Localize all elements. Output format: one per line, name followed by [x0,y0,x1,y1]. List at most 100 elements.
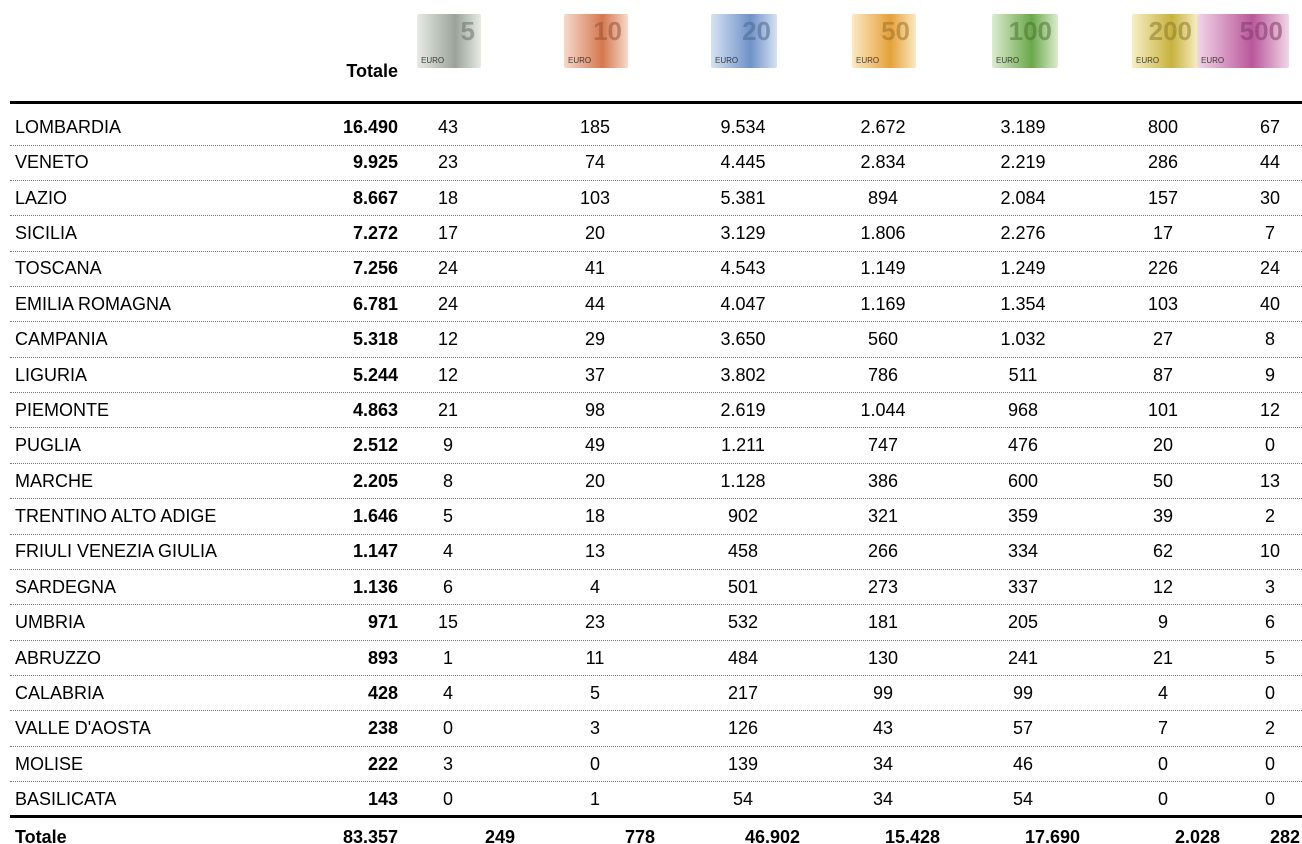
count: 9 [1157,612,1168,633]
count: 747 [867,435,899,456]
count: 157 [1147,187,1179,208]
region: EMILIA ROMAGNA [15,293,172,314]
region: TOSCANA [15,258,102,279]
row-separator [10,498,1302,500]
count: 5 [589,682,600,703]
row-total: 143 [367,789,398,810]
count: 2.672 [860,117,906,137]
count: 99 [1012,682,1034,703]
count: 8 [1264,329,1275,350]
row-separator [10,215,1302,217]
count: 34 [872,753,894,774]
count: 15 [437,612,459,633]
count: 902 [727,506,759,527]
row-total: 5.244 [352,364,398,385]
count: 2.619 [720,399,766,420]
count: 74 [584,152,606,173]
banknote-currency: EURO [1201,56,1225,65]
count: 321 [867,506,899,527]
row-separator [10,250,1302,252]
count: 8 [442,470,453,491]
row-total: 428 [367,682,398,703]
count: 1.044 [860,399,906,420]
count: 24 [437,258,459,279]
banknote-currency: EURO [996,56,1020,65]
count: 21 [437,399,459,420]
count: 29 [584,329,606,350]
count: 2 [1264,506,1275,527]
count: 9 [442,435,453,456]
banknote: 500 EURO [1197,14,1289,68]
count: 894 [867,187,899,208]
region: ABRUZZO [15,647,102,668]
row-separator [10,675,1302,677]
row-total: 8.667 [352,187,398,208]
count: 484 [727,647,759,668]
count: 12 [1152,576,1174,597]
row-separator [10,179,1302,181]
row-separator [10,781,1302,783]
count: 968 [1007,399,1039,420]
banknote-value: 50 [881,16,910,46]
count: 217 [727,682,759,703]
count: 24 [1259,258,1281,279]
count: 130 [867,647,899,668]
region: PIEMONTE [15,399,110,420]
count: 4.543 [720,258,766,279]
count: 205 [1007,612,1039,633]
count: 1.806 [860,223,906,244]
region: VENETO [15,152,89,173]
region: PUGLIA [15,435,82,456]
count: 3.189 [1000,117,1046,137]
count: 13 [1259,470,1281,491]
banknote: 50 EURO [852,14,916,68]
row-total: 6.781 [352,293,398,314]
footer-count: 249 [484,827,515,844]
region: UMBRIA [15,612,86,633]
count: 4 [442,682,453,703]
count: 3 [1264,576,1275,597]
count: 1.128 [720,470,766,491]
region: VALLE D'AOSTA [15,718,151,739]
count: 0 [1264,682,1275,703]
count: 34 [872,789,894,810]
count: 39 [1152,506,1174,527]
row-total: 1.136 [352,576,398,597]
count: 20 [1152,435,1174,456]
count: 4.445 [720,152,766,173]
row-total: 893 [367,647,398,668]
banknote-currency: EURO [715,56,739,65]
count: 359 [1007,506,1039,527]
count: 5 [1264,647,1275,668]
header-rule [10,101,1302,104]
count: 800 [1147,117,1179,137]
banknote-value: 10 [593,16,622,46]
banknote-value: 20 [742,16,771,46]
count: 1.249 [1000,258,1046,279]
count: 476 [1007,435,1039,456]
count: 2 [1264,718,1275,739]
count: 2.084 [1000,187,1046,208]
count: 0 [442,718,453,739]
count: 334 [1007,541,1039,562]
count: 54 [1012,789,1034,810]
count: 786 [867,364,899,385]
count: 2.219 [1000,152,1046,173]
count: 17 [1152,223,1174,244]
row-separator [10,710,1302,712]
count: 12 [437,329,459,350]
count: 3.129 [720,223,766,244]
count: 560 [867,329,899,350]
region: MARCHE [15,470,94,491]
row-total: 7.256 [352,258,398,279]
count: 11 [585,647,605,668]
count: 0 [1264,789,1275,810]
count: 37 [584,364,606,385]
footer-count: 282 [1269,827,1300,844]
row-separator [10,462,1302,464]
row-total: 9.925 [352,152,398,173]
count: 0 [589,753,600,774]
row-separator [10,533,1302,535]
region: BASILICATA [15,789,117,810]
row-separator [10,745,1302,747]
